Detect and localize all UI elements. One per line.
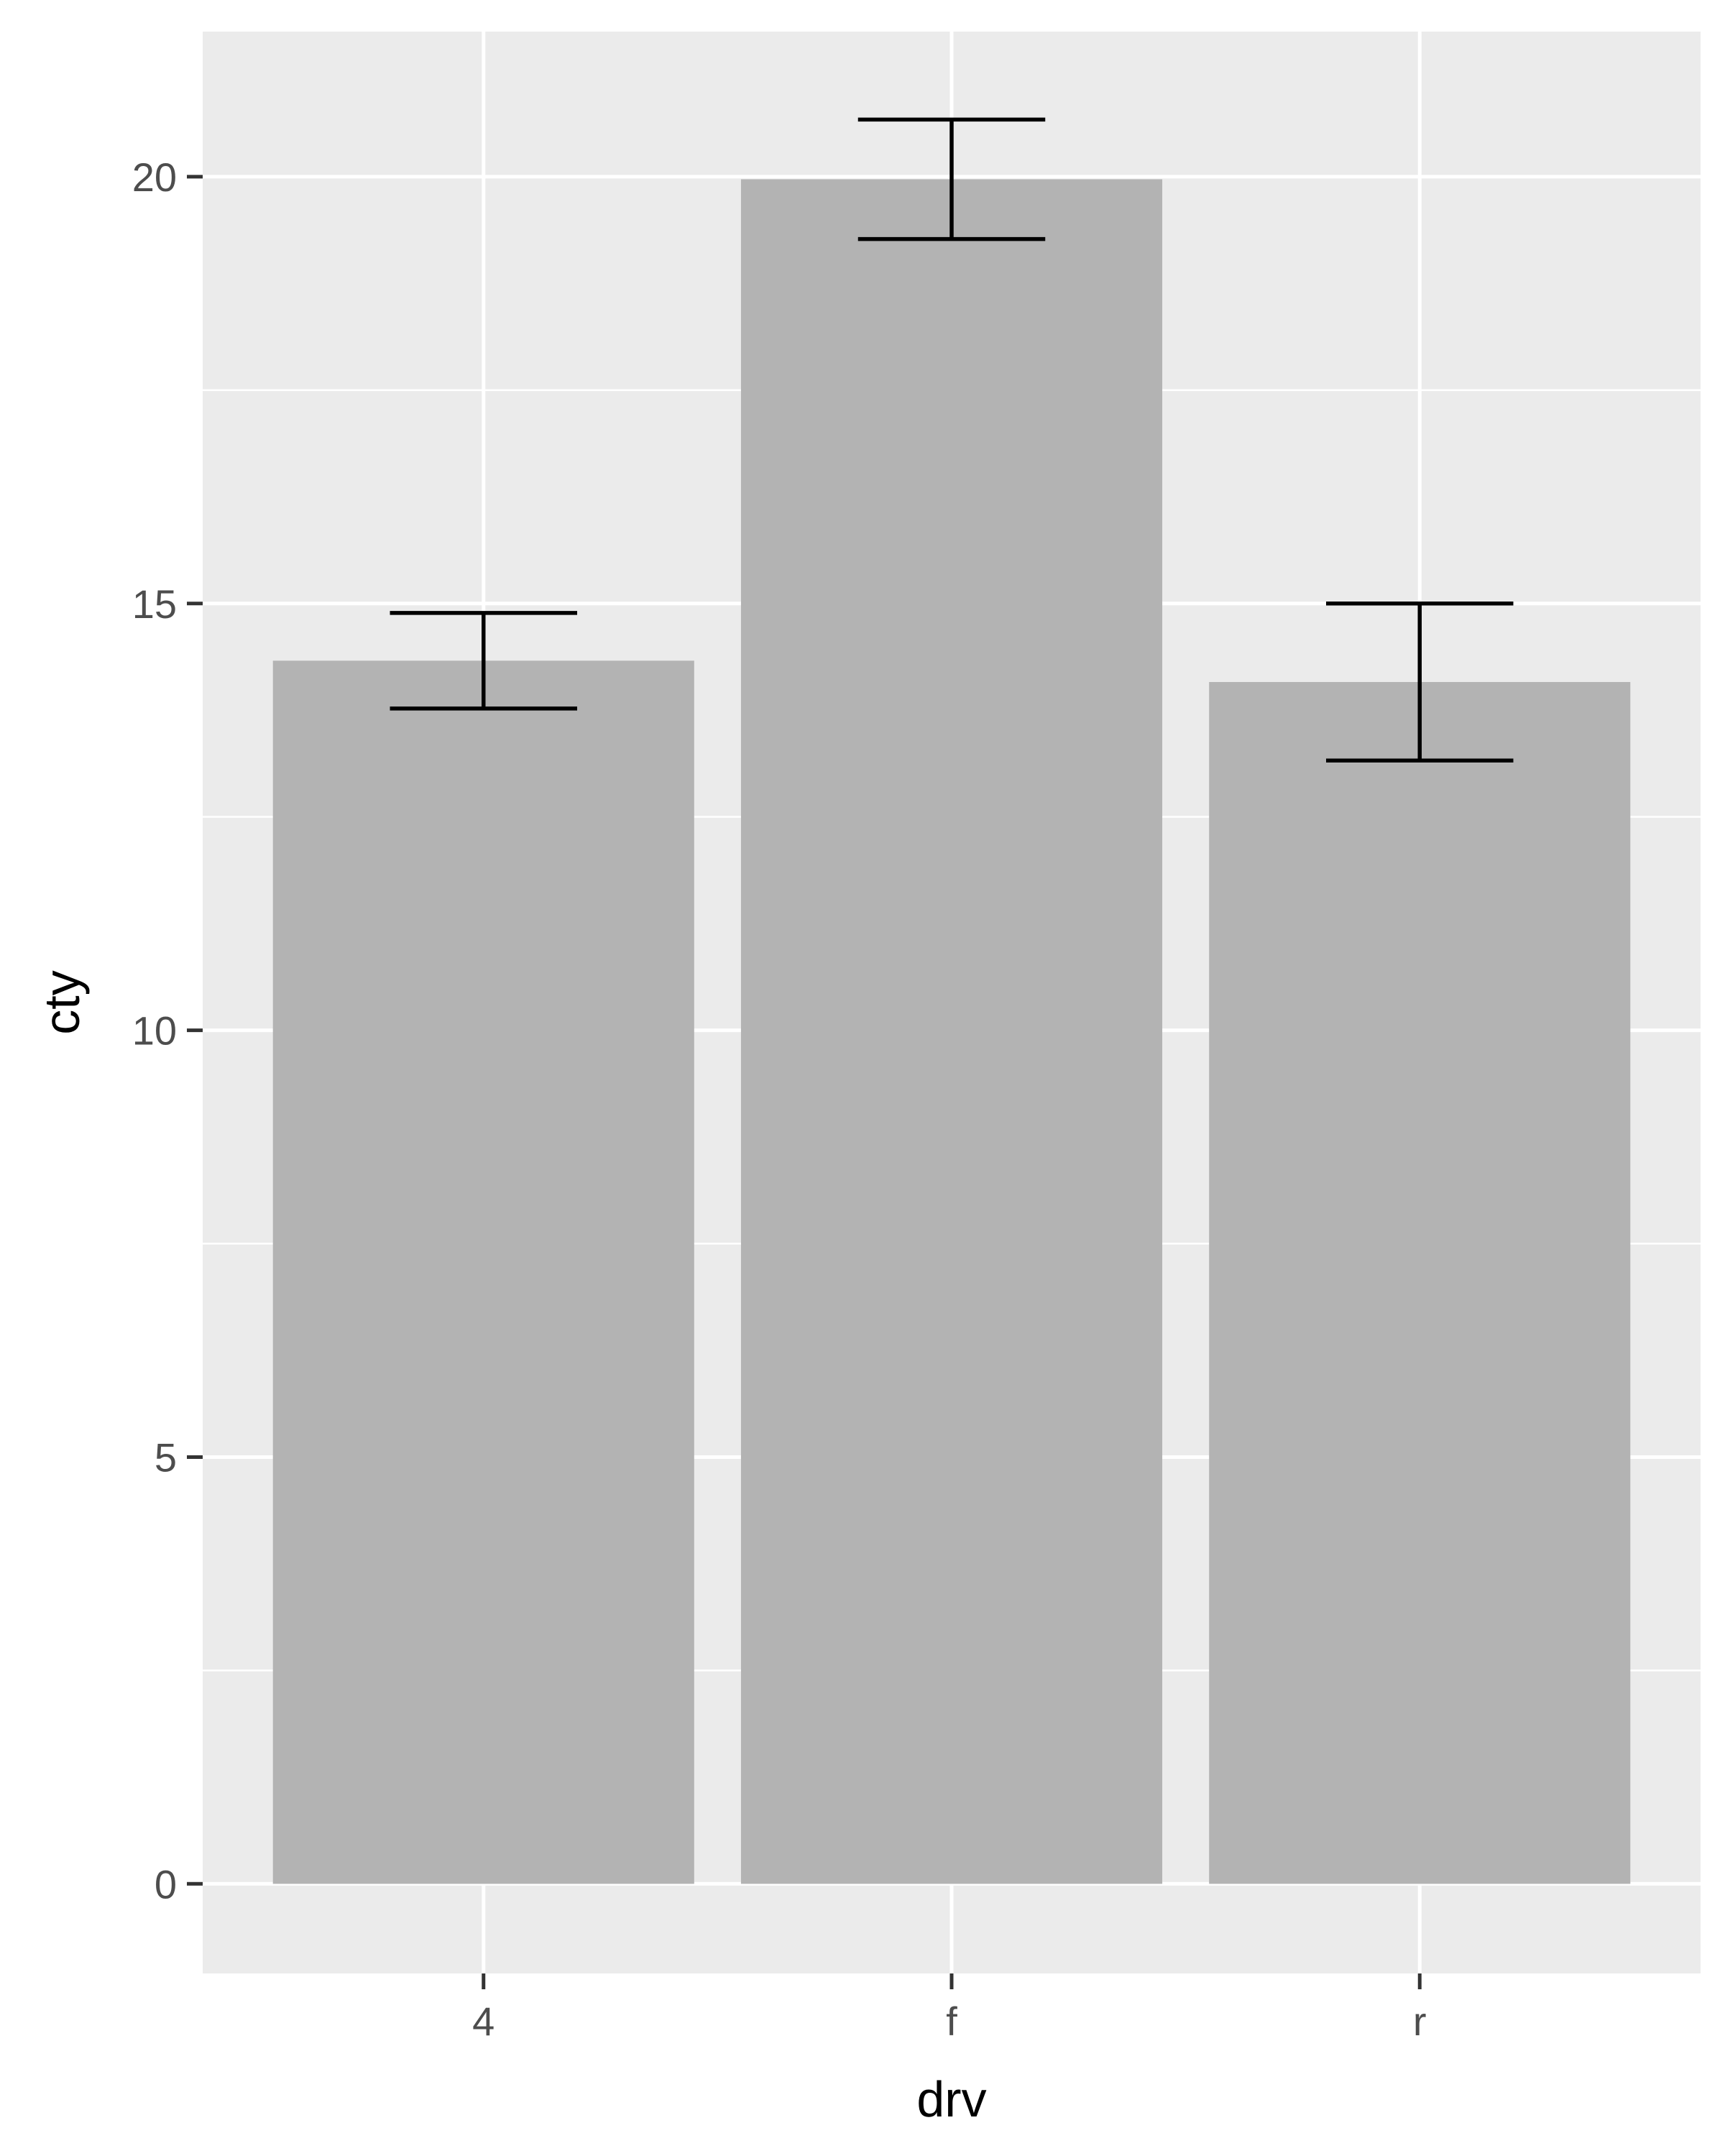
x-tick-label: f [946,1999,957,2044]
error-bars [390,117,1514,763]
x-tick-label: 4 [472,1999,494,2044]
bar-f [740,179,1163,1884]
y-tick-label: 10 [132,1008,177,1054]
x-axis-title: drv [916,2071,986,2127]
errorbar-4 [390,611,577,711]
y-tick-label: 20 [132,155,177,200]
y-axis: 0 5 10 15 20 [132,155,203,1907]
bar-r [1209,682,1631,1884]
y-tick-label: 5 [155,1434,177,1480]
y-axis-title: cty [34,970,90,1034]
x-axis: 4 f r [472,1973,1427,2044]
bars [272,179,1631,1884]
errorbar-r [1326,602,1514,763]
y-tick-label: 15 [132,581,177,627]
y-tick-label: 0 [155,1861,177,1907]
errorbar-f [857,117,1046,241]
bar-4 [272,660,694,1884]
x-tick-label: r [1413,1999,1427,2044]
